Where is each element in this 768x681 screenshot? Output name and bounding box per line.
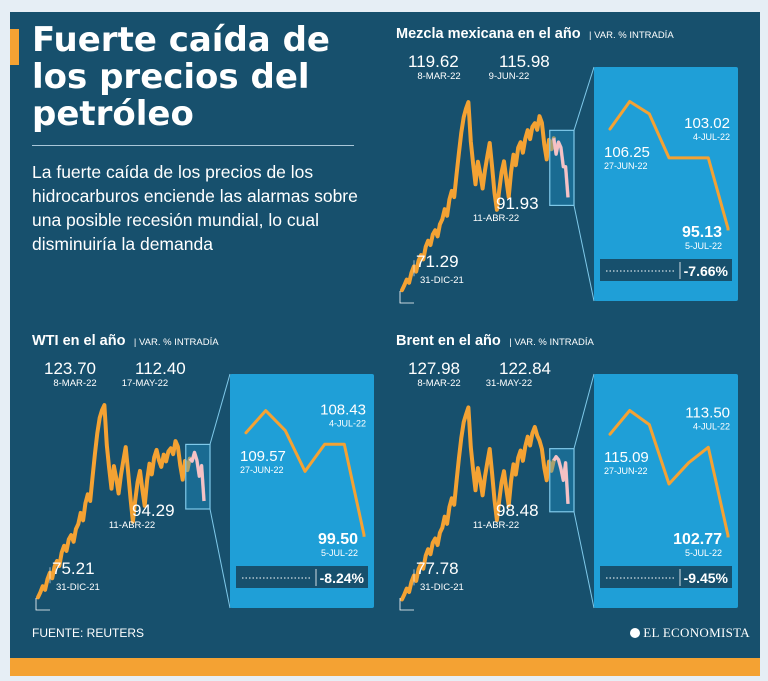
zoom-panel xyxy=(594,374,738,608)
date-label: 31-DIC-21 xyxy=(420,275,464,286)
date-label: 11-ABR-22 xyxy=(109,520,155,531)
zoom-end-value: 99.50 xyxy=(318,531,358,548)
zoom-mid-date: 4-JUL-22 xyxy=(329,418,366,428)
value-label: 127.98 xyxy=(408,359,460,378)
zoom-start-date: 27-JUN-22 xyxy=(604,161,648,171)
intro-text: La fuerte caída de los precios de los hi… xyxy=(32,162,358,254)
zoom-end-value: 95.13 xyxy=(682,224,722,241)
change-bar xyxy=(600,259,732,281)
page-title: Fuerte caída de los precios del petróleo xyxy=(32,20,330,134)
chart-subtitle-text: VAR. % INTRADÍA xyxy=(139,337,219,348)
value-label: 123.70 xyxy=(44,359,96,378)
infographic-panel: Fuerte caída de los precios del petróleo… xyxy=(10,12,760,658)
accent-bar xyxy=(10,29,19,65)
title-divider xyxy=(32,145,354,146)
zoom-series-line xyxy=(608,409,730,537)
highlight-box xyxy=(185,443,211,510)
value-label: 98.48 xyxy=(496,501,539,520)
zoom-end-date: 5-JUL-22 xyxy=(685,548,722,558)
zoom-end-value: 102.77 xyxy=(673,531,722,548)
zoom-mid-date: 4-JUL-22 xyxy=(693,132,730,142)
line-chart: 119.628-MAR-22 115.989-JUN-22 91.9311-ABR-… xyxy=(399,52,738,304)
zoom-connector-bottom xyxy=(209,508,231,609)
zoom-start-value: 106.25 xyxy=(604,144,650,161)
date-label: 8-MAR-22 xyxy=(417,71,460,82)
percent-change: -7.66% xyxy=(684,263,729,279)
price-series-line xyxy=(36,403,192,600)
chart-title: WTI en el año xyxy=(32,333,126,349)
zoom-end-date: 5-JUL-22 xyxy=(321,548,358,558)
bottom-accent-bar xyxy=(10,658,760,676)
zoom-start-value: 115.09 xyxy=(604,449,649,466)
value-label: 112.40 xyxy=(135,359,186,378)
value-label: 71.29 xyxy=(416,252,459,271)
zoom-series-line xyxy=(244,409,366,537)
change-bar xyxy=(236,566,368,588)
zoom-start-value: 109.57 xyxy=(240,448,286,465)
date-label: 17-MAY-22 xyxy=(122,378,168,389)
zoom-mid-date: 4-JUL-22 xyxy=(693,421,730,431)
zoom-panel xyxy=(230,374,374,608)
brand-name: EL ECONOMISTA xyxy=(643,625,750,640)
date-label: 31-DIC-21 xyxy=(420,582,464,593)
date-label: 8-MAR-22 xyxy=(53,378,96,389)
zoom-connector-bottom xyxy=(573,205,595,302)
value-label: 94.29 xyxy=(132,501,175,520)
start-marker xyxy=(399,598,414,611)
value-label: 122.84 xyxy=(499,359,551,378)
chart-mezcla: Mezcla mexicana en el año | VAR. % INTRA… xyxy=(396,25,740,309)
start-marker xyxy=(399,291,414,304)
date-label: 31-MAY-22 xyxy=(486,378,532,389)
zoom-start-date: 27-JUN-22 xyxy=(240,465,284,475)
source-note: FUENTE: REUTERS xyxy=(32,626,145,640)
percent-change: -8.24% xyxy=(320,570,365,586)
zoom-connector-top xyxy=(573,66,595,131)
chart-title: Brent en el año xyxy=(396,333,501,349)
start-marker xyxy=(35,598,50,611)
chart-subtitle: | VAR. % INTRADÍA xyxy=(509,337,594,348)
date-label: 8-MAR-22 xyxy=(417,378,460,389)
percent-change: -9.45% xyxy=(684,570,729,586)
zoom-connector-top xyxy=(573,373,595,449)
chart-title-row: WTI en el año | VAR. % INTRADÍA xyxy=(32,332,219,350)
change-bar xyxy=(600,566,732,588)
zoom-connector-bottom xyxy=(573,511,595,609)
price-series-line xyxy=(400,100,556,293)
chart-title-row: Brent en el año | VAR. % INTRADÍA xyxy=(396,332,594,350)
value-label: 119.62 xyxy=(408,52,459,71)
recent-days-line xyxy=(552,455,570,504)
date-label: 31-DIC-21 xyxy=(56,582,100,593)
chart-subtitle: | VAR. % INTRADÍA xyxy=(133,337,219,348)
chart-subtitle-text: VAR. % INTRADÍA xyxy=(514,337,594,348)
zoom-panel xyxy=(594,67,738,301)
chart-title-row: Mezcla mexicana en el año | VAR. % INTRA… xyxy=(396,25,674,43)
brand-mark-icon xyxy=(630,628,641,638)
chart-subtitle: | VAR. % INTRADÍA xyxy=(589,30,674,41)
date-label: 9-JUN-22 xyxy=(489,71,530,82)
zoom-mid-value: 103.02 xyxy=(684,115,730,132)
zoom-mid-value: 113.50 xyxy=(685,404,730,421)
value-label: 115.98 xyxy=(499,52,550,71)
value-label: 91.93 xyxy=(496,194,539,213)
zoom-start-date: 27-JUN-22 xyxy=(604,466,648,476)
date-label: 11-ABR-22 xyxy=(473,213,519,224)
chart-brent: Brent en el año | VAR. % INTRADÍA 127.98… xyxy=(396,332,740,616)
recent-days-line xyxy=(552,138,570,198)
date-label: 11-ABR-22 xyxy=(473,520,519,531)
zoom-end-date: 5-JUL-22 xyxy=(685,241,722,251)
chart-title: Mezcla mexicana en el año xyxy=(396,26,581,42)
zoom-connector-top xyxy=(209,373,231,445)
zoom-series-line xyxy=(608,100,730,230)
value-label: 75.21 xyxy=(52,559,95,578)
recent-days-line xyxy=(188,450,206,502)
brand-logo: EL ECONOMISTA xyxy=(630,625,750,641)
zoom-mid-value: 108.43 xyxy=(320,401,366,418)
price-series-line xyxy=(400,405,556,602)
chart-subtitle-text: VAR. % INTRADÍA xyxy=(594,30,674,41)
chart-wti: WTI en el año | VAR. % INTRADÍA 123.70 8-… xyxy=(32,332,376,616)
value-label: 77.78 xyxy=(416,559,459,578)
